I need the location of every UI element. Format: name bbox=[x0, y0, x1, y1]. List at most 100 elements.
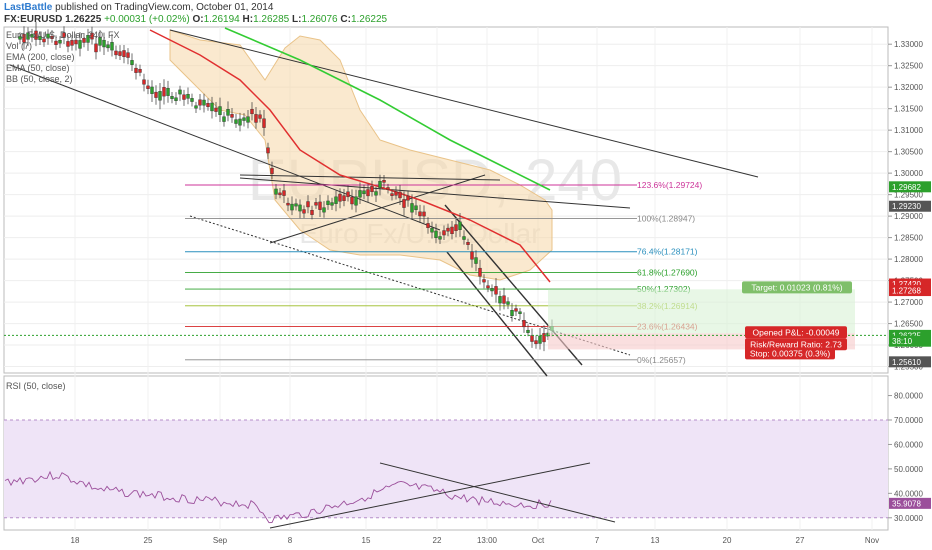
candle-body bbox=[430, 227, 434, 233]
candle-body bbox=[378, 180, 382, 188]
candle-body bbox=[534, 340, 538, 345]
candle-body bbox=[218, 106, 222, 115]
fib-level-label: 76.4%(1.28171) bbox=[637, 247, 698, 257]
candle-body bbox=[346, 191, 350, 198]
stop-badge: Stop: 0.00375 (0.3%) bbox=[750, 348, 831, 358]
candle-body bbox=[162, 87, 166, 97]
candle-body bbox=[366, 189, 370, 197]
time-tick-label: 15 bbox=[362, 536, 371, 545]
candle-body bbox=[462, 236, 466, 240]
time-tick-label: 18 bbox=[71, 536, 80, 545]
candle-body bbox=[54, 40, 58, 45]
high-value: 1.26285 bbox=[253, 14, 290, 25]
legend-rsi[interactable]: RSI (50, close) bbox=[6, 381, 66, 391]
candle-body bbox=[374, 191, 378, 196]
price-tick-label: 1.28000 bbox=[894, 255, 923, 264]
candle-body bbox=[30, 33, 34, 38]
price-label: 1.29682 bbox=[892, 183, 921, 192]
candle-body bbox=[338, 193, 342, 202]
candle-body bbox=[522, 320, 526, 328]
price-label: 1.27268 bbox=[892, 287, 921, 296]
candle-body bbox=[414, 205, 418, 210]
candle-body bbox=[386, 187, 390, 190]
legend-title[interactable]: Euro Fx/U.S. Dollar, 240, FX bbox=[6, 30, 120, 40]
candle-body bbox=[314, 202, 318, 206]
candle-body bbox=[334, 196, 338, 204]
rsi-tick-label: 60.0000 bbox=[894, 440, 923, 449]
candle-body bbox=[478, 267, 482, 277]
candle-body bbox=[254, 114, 258, 123]
price-label-bg bbox=[889, 335, 931, 347]
candle-body bbox=[82, 38, 86, 43]
candle-body bbox=[362, 190, 366, 195]
candle-body bbox=[114, 50, 118, 56]
legend-ema200[interactable]: EMA (200, close) bbox=[6, 52, 75, 62]
low-key: L: bbox=[292, 14, 302, 25]
price-label: 1.27420 bbox=[892, 280, 921, 289]
candle-body bbox=[94, 43, 98, 53]
candle-body bbox=[442, 230, 446, 236]
target-badge-bg bbox=[742, 281, 852, 294]
open-key: O: bbox=[192, 14, 204, 25]
candle-body bbox=[130, 60, 134, 65]
candle-body bbox=[398, 191, 402, 199]
candle-body bbox=[370, 185, 374, 193]
candle-body bbox=[46, 33, 50, 39]
candle-body bbox=[326, 200, 330, 205]
candle-body bbox=[242, 117, 246, 121]
legend-ema50[interactable]: EMA (50, close) bbox=[6, 63, 70, 73]
candle-body bbox=[454, 224, 458, 231]
candle-body bbox=[102, 39, 106, 48]
price-label-bg bbox=[889, 285, 931, 297]
time-tick-label: 25 bbox=[144, 536, 153, 545]
candle-body bbox=[310, 209, 314, 215]
candle-body bbox=[134, 67, 138, 73]
price-label-bg bbox=[889, 356, 931, 368]
rsi-trendline bbox=[379, 462, 616, 523]
candle-body bbox=[126, 52, 130, 58]
legend-bb[interactable]: BB (50, close, 2) bbox=[6, 74, 73, 84]
rsi-tick-label: 50.0000 bbox=[894, 465, 923, 474]
trendline bbox=[9, 64, 441, 231]
candle-body bbox=[270, 167, 274, 174]
rsi-line bbox=[4, 470, 552, 524]
rsi-tick-label: 40.0000 bbox=[894, 489, 923, 498]
time-tick-label: 20 bbox=[723, 536, 732, 545]
candle-body bbox=[394, 191, 398, 196]
price-tick-label: 1.31000 bbox=[894, 126, 923, 135]
trendline bbox=[169, 29, 759, 178]
candle-body bbox=[306, 201, 310, 208]
candle-body bbox=[38, 36, 42, 40]
candle-body bbox=[106, 44, 110, 49]
candle-body bbox=[518, 311, 522, 314]
close-value: 1.26225 bbox=[350, 14, 388, 25]
candle-body bbox=[290, 203, 294, 211]
candle-body bbox=[18, 36, 22, 40]
legend-vol[interactable]: Vol (7) bbox=[6, 41, 33, 51]
rsi-last-label: 35.9078 bbox=[892, 499, 921, 508]
candle-body bbox=[450, 226, 454, 235]
candle-body bbox=[490, 288, 494, 292]
candle-body bbox=[122, 50, 126, 58]
time-tick-label: Nov bbox=[865, 536, 879, 545]
candle-body bbox=[470, 251, 474, 260]
time-tick-label: 27 bbox=[796, 536, 805, 545]
candle-body bbox=[438, 236, 442, 240]
target-zone bbox=[548, 289, 855, 334]
candle-body bbox=[62, 32, 66, 38]
candle-body bbox=[66, 41, 70, 47]
candle-body bbox=[274, 188, 278, 195]
candle-body bbox=[214, 107, 218, 112]
ema200-line bbox=[224, 27, 551, 191]
author-link[interactable]: LastBattle bbox=[4, 2, 53, 13]
candle-body bbox=[110, 42, 114, 51]
price-tick-label: 1.29000 bbox=[894, 212, 923, 221]
price-tick-label: 1.28500 bbox=[894, 234, 923, 243]
price-change: +0.00031 (+0.02%) bbox=[104, 14, 190, 25]
candle-body bbox=[78, 40, 82, 49]
risk-reward-badge: Risk/Reward Ratio: 2.73 bbox=[750, 339, 842, 349]
time-tick-label: 13 bbox=[651, 536, 660, 545]
last-price: 1.26225 bbox=[65, 14, 102, 25]
candle-body bbox=[198, 99, 202, 106]
